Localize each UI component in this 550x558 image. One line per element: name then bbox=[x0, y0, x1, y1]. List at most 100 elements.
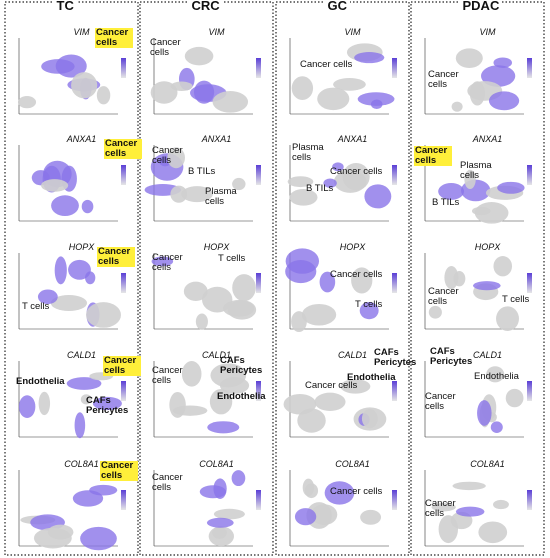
cell-cluster bbox=[207, 421, 240, 434]
cell-cluster bbox=[37, 289, 58, 305]
cell-label: Cancer cells bbox=[97, 247, 135, 267]
cell-cluster bbox=[227, 300, 257, 320]
cell-cluster bbox=[54, 256, 67, 285]
gene-name: HOPX bbox=[339, 242, 366, 252]
cell-cluster bbox=[324, 481, 355, 505]
cell-cluster bbox=[444, 266, 459, 290]
cell-cluster bbox=[51, 195, 79, 216]
cell-cluster bbox=[294, 508, 317, 526]
cell-cluster bbox=[232, 274, 256, 302]
cell-cluster bbox=[92, 396, 122, 411]
cell-label: CAFs Pericytes bbox=[86, 395, 129, 416]
color-bar bbox=[392, 273, 397, 293]
cell-cluster bbox=[80, 394, 92, 405]
cell-cluster bbox=[201, 286, 233, 313]
cell-cluster bbox=[150, 81, 178, 104]
cell-cluster bbox=[289, 189, 318, 206]
cell-cluster bbox=[172, 405, 208, 416]
cell-cluster bbox=[213, 508, 245, 520]
cell-cluster bbox=[209, 388, 233, 415]
cell-cluster bbox=[66, 377, 102, 390]
color-bar bbox=[527, 273, 532, 293]
column-title: PDAC bbox=[459, 0, 503, 12]
cell-cluster bbox=[496, 306, 519, 331]
cell-label: Plasma cells bbox=[460, 160, 492, 181]
cell-label: Cancer cells bbox=[414, 146, 452, 166]
cell-cluster bbox=[170, 185, 188, 203]
cell-cluster bbox=[302, 478, 315, 497]
cell-cluster bbox=[85, 271, 96, 285]
cell-cluster bbox=[477, 400, 492, 426]
cell-label: Cancer cells bbox=[300, 59, 353, 70]
gene-name: COL8A1 bbox=[470, 459, 505, 469]
cell-cluster bbox=[428, 305, 442, 319]
cell-cluster bbox=[41, 59, 75, 74]
cell-label: B TILs bbox=[432, 197, 460, 208]
gene-name: CALD1 bbox=[201, 350, 231, 360]
color-bar bbox=[392, 165, 397, 185]
cell-label: Endothelia bbox=[16, 376, 65, 387]
cell-cluster bbox=[488, 91, 520, 111]
cell-cluster bbox=[332, 162, 344, 172]
cell-cluster bbox=[50, 295, 88, 311]
cell-label: Cancer cells bbox=[425, 498, 456, 519]
cell-label: Cancer cells bbox=[104, 139, 142, 159]
gene-name: CALD1 bbox=[472, 350, 502, 360]
cell-cluster bbox=[314, 392, 346, 412]
cell-label: Cancer cells bbox=[150, 37, 181, 58]
cell-label: Plasma cells bbox=[292, 142, 324, 163]
cell-label: Cancer cells bbox=[152, 472, 183, 493]
cell-cluster bbox=[317, 87, 350, 111]
cell-cluster bbox=[71, 72, 98, 99]
cell-cluster bbox=[208, 526, 234, 547]
cell-cluster bbox=[438, 515, 459, 544]
color-bar bbox=[256, 165, 261, 185]
color-bar bbox=[256, 490, 261, 510]
color-bar bbox=[527, 165, 532, 185]
cell-label: Cancer cells bbox=[428, 69, 459, 90]
cell-cluster bbox=[492, 499, 509, 510]
cell-cluster bbox=[354, 52, 385, 64]
cell-cluster bbox=[438, 183, 465, 200]
cell-cluster bbox=[41, 179, 69, 192]
color-bar bbox=[527, 58, 532, 78]
cell-cluster bbox=[360, 509, 382, 525]
cell-cluster bbox=[167, 147, 185, 169]
color-bar bbox=[121, 490, 126, 510]
cell-label: Cancer cells bbox=[100, 461, 138, 481]
cell-label: Cancer cells bbox=[305, 380, 358, 391]
cell-cluster bbox=[199, 485, 227, 499]
gene-name: HOPX bbox=[474, 242, 501, 252]
cell-cluster bbox=[452, 481, 486, 491]
cell-label: Cancer cells bbox=[330, 166, 383, 177]
cell-label: CAFs Pericytes bbox=[430, 346, 473, 367]
cell-label: CAFs Pericytes bbox=[220, 355, 263, 376]
cell-label: Endothelia bbox=[217, 391, 266, 402]
cell-cluster bbox=[89, 484, 118, 496]
cell-cluster bbox=[96, 86, 111, 105]
cell-cluster bbox=[231, 470, 246, 487]
gene-name: COL8A1 bbox=[335, 459, 370, 469]
cell-cluster bbox=[464, 169, 476, 190]
cell-cluster bbox=[351, 267, 373, 294]
cell-cluster bbox=[486, 366, 505, 383]
color-bar bbox=[392, 58, 397, 78]
cell-cluster bbox=[340, 379, 371, 394]
cell-cluster bbox=[291, 76, 314, 101]
cell-label: Cancer cells bbox=[425, 391, 456, 412]
cell-cluster bbox=[505, 388, 524, 408]
cell-cluster bbox=[195, 313, 208, 330]
cell-label: Plasma cells bbox=[205, 186, 237, 207]
cell-cluster bbox=[480, 65, 516, 87]
cell-label: Cancer cells bbox=[428, 286, 459, 307]
cell-cluster bbox=[311, 504, 338, 525]
cell-label: T cells bbox=[22, 301, 50, 312]
cell-cluster bbox=[74, 412, 86, 439]
cell-label: Endothelia bbox=[474, 371, 519, 382]
gene-name: COL8A1 bbox=[199, 459, 234, 469]
cell-cluster bbox=[232, 177, 246, 191]
cell-cluster bbox=[181, 186, 213, 203]
cell-cluster bbox=[283, 393, 317, 415]
cell-cluster bbox=[33, 527, 72, 549]
cell-label: Cancer cells bbox=[330, 486, 383, 497]
